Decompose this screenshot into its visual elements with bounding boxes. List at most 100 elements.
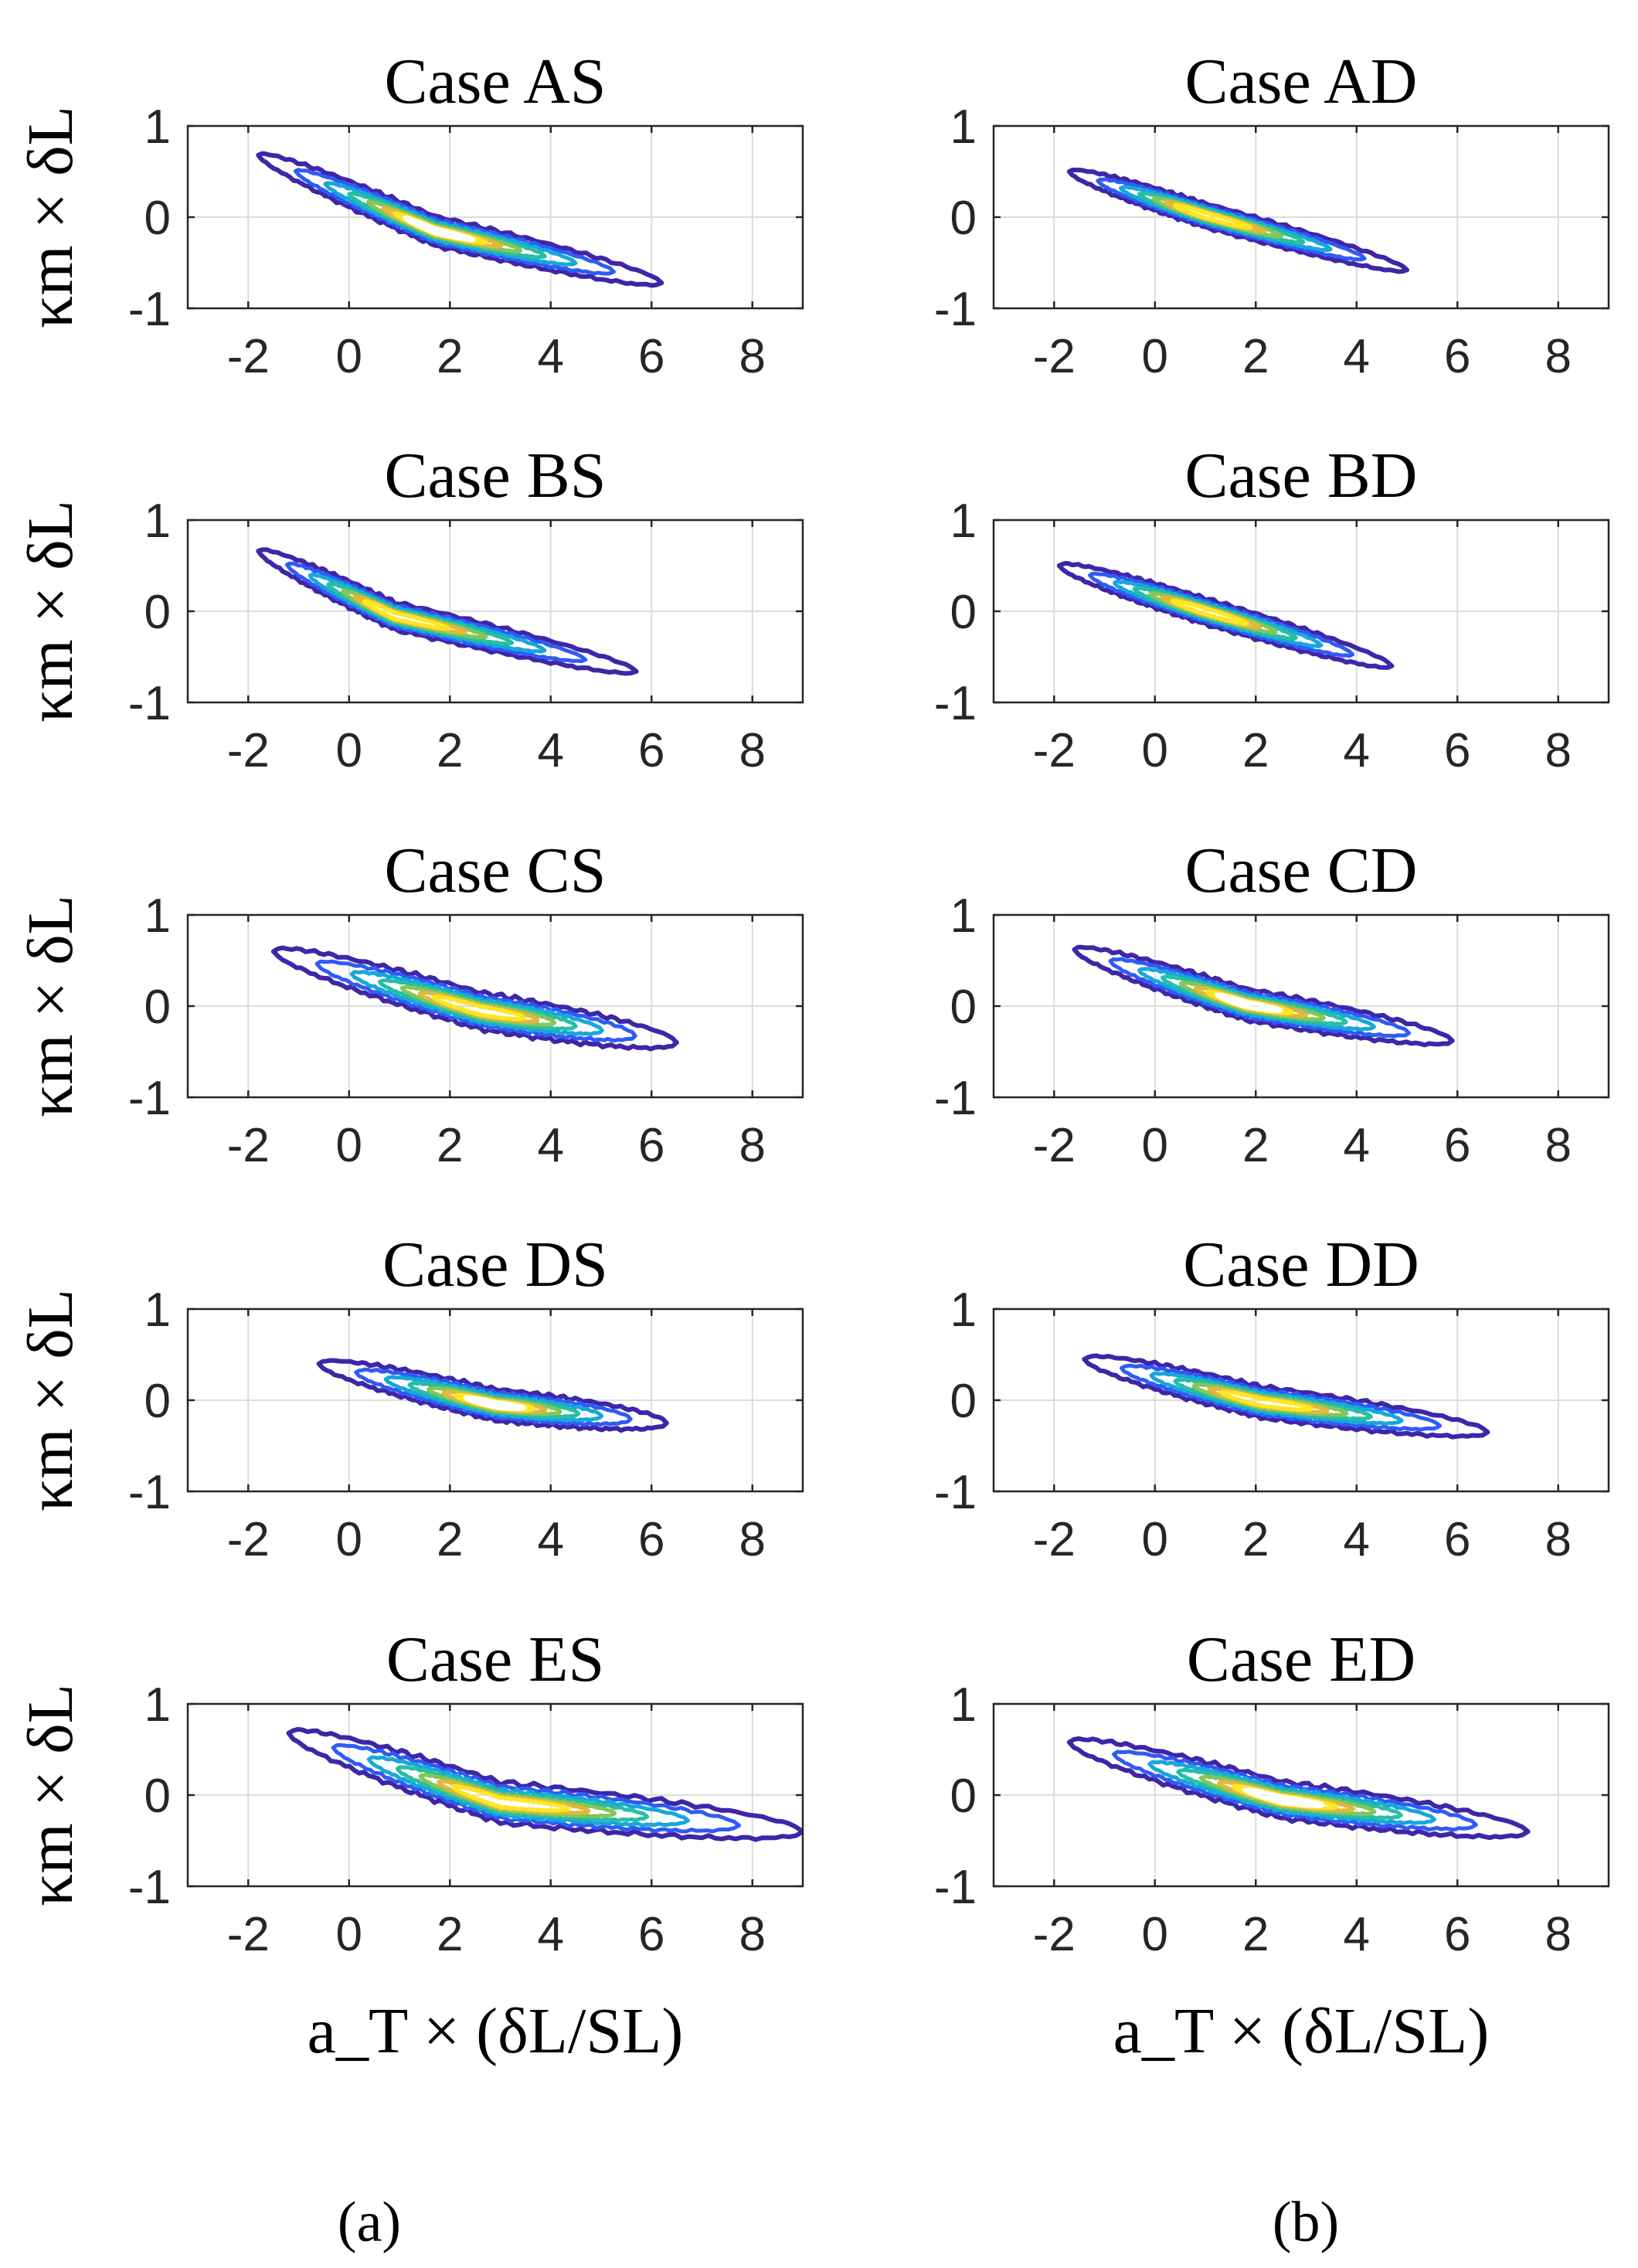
x-tick-label: 4 [1344, 330, 1370, 383]
x-tick-label: 8 [739, 1513, 766, 1566]
y-tick-label: -1 [128, 677, 171, 730]
panel-title: Case AD [1185, 46, 1418, 117]
y-tick-label: 0 [144, 981, 171, 1034]
x-tick-label: 6 [1444, 1513, 1470, 1566]
x-tick-label: 2 [437, 1513, 463, 1566]
y-tick-label: -1 [128, 1861, 171, 1914]
x-tick-label: 4 [538, 330, 564, 383]
x-tick-label: 6 [1444, 1908, 1470, 1961]
x-tick-label: -2 [1033, 330, 1076, 383]
x-tick-label: 8 [1545, 1908, 1572, 1961]
y-tick-label: -1 [934, 1861, 977, 1914]
x-tick-label: -2 [227, 1513, 270, 1566]
x-tick-label: 6 [638, 724, 664, 777]
x-tick-label: 0 [1142, 724, 1168, 777]
contour-group [1082, 1353, 1490, 1440]
contour-group [316, 1358, 669, 1433]
y-tick-label: 1 [950, 1678, 977, 1732]
y-tick-label: 0 [950, 981, 977, 1034]
panel-title: Case BD [1185, 440, 1418, 512]
x-tick-label: 0 [336, 1908, 362, 1961]
x-tick-label: 8 [739, 1119, 766, 1172]
x-tick-label: 2 [1242, 1513, 1269, 1566]
y-axis-label: κm × δL [15, 1684, 87, 1906]
x-tick-label: 4 [538, 1513, 564, 1566]
x-tick-label: 0 [1142, 1119, 1168, 1172]
x-tick-label: 4 [1344, 724, 1370, 777]
contour-level-6 [362, 599, 451, 631]
y-tick-label: 0 [144, 1770, 171, 1823]
y-tick-label: 0 [950, 586, 977, 639]
contour-level-6 [431, 995, 527, 1022]
x-tick-label: -2 [227, 1908, 270, 1961]
y-tick-label: 1 [144, 1284, 171, 1337]
y-tick-label: 0 [950, 192, 977, 245]
contour-group [1066, 1736, 1531, 1841]
x-tick-label: 8 [1545, 1119, 1572, 1172]
y-axis-label: κm × δL [15, 895, 87, 1117]
x-tick-label: 2 [1242, 724, 1269, 777]
y-tick-label: 1 [144, 495, 171, 548]
x-tick-label: 2 [437, 1908, 463, 1961]
x-tick-label: 8 [739, 724, 766, 777]
panel-label-b: (b) [1273, 2191, 1339, 2254]
contour-level-0 [286, 1726, 803, 1842]
x-tick-label: 2 [437, 330, 463, 383]
contour-level-1 [354, 1367, 633, 1427]
y-tick-label: 1 [144, 889, 171, 943]
x-tick-label: 8 [739, 330, 766, 383]
contour-level-0 [1082, 1353, 1490, 1440]
y-tick-label: -1 [934, 677, 977, 730]
x-tick-label: 2 [1242, 1908, 1269, 1961]
x-tick-label: 4 [1344, 1908, 1370, 1961]
contour-group [286, 1726, 803, 1842]
panel-title: Case DD [1183, 1229, 1419, 1301]
x-tick-label: 4 [538, 1119, 564, 1172]
x-tick-label: 6 [638, 1513, 664, 1566]
x-tick-label: 0 [336, 330, 362, 383]
x-tick-label: 4 [1344, 1119, 1370, 1172]
y-tick-label: 1 [950, 1284, 977, 1337]
x-tick-label: -2 [227, 330, 270, 383]
panel-title: Case BS [384, 440, 606, 512]
x-tick-label: 4 [538, 724, 564, 777]
panel-label-a: (a) [338, 2191, 401, 2254]
x-axis-label: a_T × (δL/SL) [308, 1995, 684, 2067]
contour-level-7 [403, 216, 476, 243]
contour-level-2 [366, 1755, 691, 1828]
x-tick-label: 0 [1142, 330, 1168, 383]
y-tick-label: -1 [934, 1466, 977, 1519]
y-tick-label: -1 [128, 1072, 171, 1125]
contour-level-6 [450, 1783, 570, 1813]
y-tick-label: -1 [128, 283, 171, 336]
x-tick-label: 0 [336, 1513, 362, 1566]
contour-group [1056, 560, 1395, 670]
x-tick-label: 8 [739, 1908, 766, 1961]
y-axis-label: κm × δL [15, 500, 87, 723]
x-tick-label: -2 [1033, 1908, 1076, 1961]
x-tick-label: 0 [336, 724, 362, 777]
contour-group [270, 945, 679, 1052]
y-tick-label: 0 [144, 192, 171, 245]
x-tick-label: -2 [1033, 1119, 1076, 1172]
x-tick-label: 2 [1242, 1119, 1269, 1172]
contour-group [1072, 944, 1455, 1048]
contour-level-0 [1072, 944, 1455, 1048]
y-tick-label: 1 [950, 495, 977, 548]
x-tick-label: -2 [227, 1119, 270, 1172]
x-tick-label: 6 [638, 330, 664, 383]
x-tick-label: 6 [1444, 724, 1470, 777]
y-tick-label: -1 [934, 1072, 977, 1125]
contour-level-0 [256, 547, 639, 676]
x-tick-label: 8 [1545, 724, 1572, 777]
x-tick-label: 2 [437, 724, 463, 777]
contour-group [1066, 167, 1409, 274]
contour-level-1 [331, 1743, 742, 1834]
panel-title: Case CD [1185, 835, 1418, 906]
